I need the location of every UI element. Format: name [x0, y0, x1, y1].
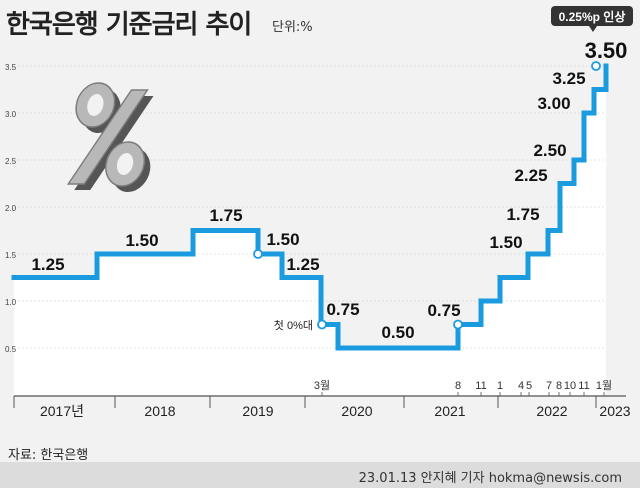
month-label: 5 [526, 380, 532, 392]
x-year-label: 2019 [242, 403, 273, 419]
value-label: 0.75 [427, 301, 460, 320]
y-tick-label: 1.0 [5, 298, 17, 307]
x-year-label: 2017년 [40, 403, 84, 419]
month-label: 4 [518, 380, 524, 392]
value-label: 1.25 [286, 255, 319, 274]
page-title: 한국은행 기준금리 추이 [6, 10, 252, 40]
value-label: 3.00 [537, 94, 570, 113]
y-tick-label: 2.5 [5, 157, 17, 166]
value-label: 3.50 [585, 38, 628, 63]
rate-marker [591, 61, 601, 71]
y-tick-label: 3.5 [5, 63, 17, 72]
month-label: 1 [497, 380, 503, 392]
month-label: 8 [556, 380, 562, 392]
value-label: 3.25 [552, 69, 585, 88]
y-tick-label: 2.0 [5, 204, 17, 213]
rate-marker [317, 319, 327, 330]
month-label: 3월 [314, 379, 330, 392]
first-zero-percent-note: 첫 0%대 [274, 319, 313, 332]
credit-text: 23.01.13 안지혜 기자 hokma@newsis.com [358, 471, 622, 486]
source-note: 자료: 한국은행 [8, 448, 89, 463]
rate-marker [253, 249, 263, 259]
hike-callout-pointer [589, 26, 597, 32]
value-label: 1.50 [266, 230, 299, 249]
hike-callout-text: 0.25%p 인상 [559, 9, 626, 24]
y-tick-label: 0.5 [5, 345, 17, 354]
month-label: 8 [455, 380, 461, 392]
unit-label: 단위:% [272, 20, 313, 35]
x-year-label: 2021 [434, 403, 465, 419]
credit-bar [0, 462, 640, 488]
value-label: 1.50 [489, 233, 522, 252]
rate-chart: 3.53.02.52.01.51.00.5 2017년 2018 2019 202 [5, 6, 633, 419]
value-label: 0.75 [326, 300, 359, 319]
month-label: 1월 [596, 379, 612, 392]
month-label: 11 [578, 380, 589, 392]
y-tick-label: 1.5 [5, 251, 17, 260]
month-label: 10 [564, 380, 576, 392]
value-label: 0.50 [381, 323, 414, 342]
area-fill [14, 66, 606, 395]
x-year-label: 2018 [144, 403, 175, 419]
value-label: 1.75 [209, 206, 242, 225]
value-label: 2.50 [533, 141, 566, 160]
rate-marker [453, 319, 463, 330]
month-label: 11 [475, 380, 486, 392]
percent-sign-3d-icon [66, 82, 154, 192]
value-label: 1.50 [125, 231, 158, 250]
y-tick-label: 3.0 [5, 110, 17, 119]
month-label: 7 [546, 380, 552, 392]
value-label: 2.25 [514, 166, 547, 185]
x-year-label: 2023 [599, 403, 630, 419]
x-year-label: 2022 [536, 403, 567, 419]
value-label: 1.75 [506, 205, 539, 224]
x-year-label: 2020 [341, 403, 372, 419]
hike-callout-box [551, 6, 633, 26]
value-label: 1.25 [31, 255, 64, 274]
